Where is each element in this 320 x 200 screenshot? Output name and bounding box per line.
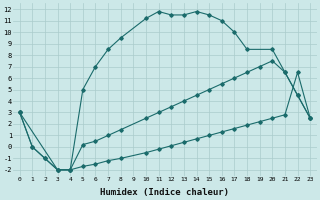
X-axis label: Humidex (Indice chaleur): Humidex (Indice chaleur) <box>100 188 229 197</box>
